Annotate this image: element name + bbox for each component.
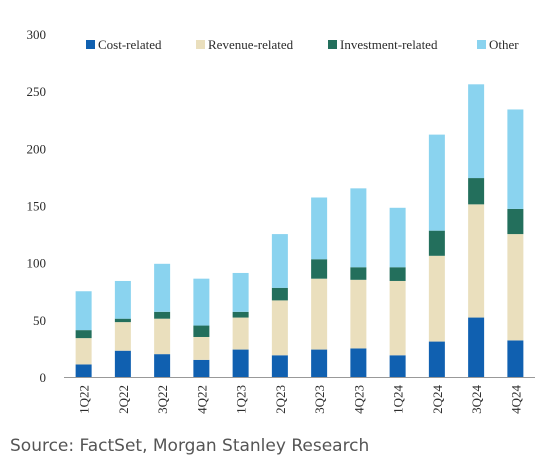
legend-swatch-investment-related	[328, 40, 337, 49]
bar-revenue-related-4q24	[507, 234, 524, 341]
bar-cost-related-4q23	[350, 348, 367, 377]
bar-other-1q24	[389, 207, 406, 268]
x-tick-label: 1Q22	[77, 385, 92, 414]
bar-investment-related-1q23	[232, 311, 249, 318]
bar-cost-related-3q23	[311, 349, 328, 377]
bar-cost-related-3q22	[154, 354, 171, 377]
bar-investment-related-1q24	[389, 267, 406, 281]
bar-revenue-related-3q24	[468, 204, 485, 318]
bar-cost-related-2q22	[114, 350, 131, 377]
bar-other-4q24	[507, 109, 524, 209]
bar-revenue-related-1q23	[232, 317, 249, 350]
bar-cost-related-4q22	[193, 359, 210, 377]
bar-other-1q23	[232, 272, 249, 312]
bar-investment-related-2q22	[114, 318, 131, 323]
x-tick-label: 2Q24	[430, 385, 445, 414]
bar-other-3q24	[468, 84, 485, 179]
bar-cost-related-1q22	[75, 364, 92, 377]
x-tick-label: 1Q23	[234, 385, 249, 414]
bar-revenue-related-1q24	[389, 280, 406, 356]
bar-investment-related-1q22	[75, 330, 92, 339]
x-tick-label: 3Q22	[155, 385, 170, 414]
y-tick-label: 250	[27, 84, 47, 99]
y-tick-label: 200	[27, 141, 47, 156]
x-tick-label: 4Q24	[508, 385, 523, 414]
x-tick-label: 3Q23	[312, 385, 327, 414]
bar-other-1q22	[75, 291, 92, 331]
y-tick-label: 50	[33, 313, 46, 328]
y-tick-label: 100	[27, 256, 47, 271]
y-tick-label: 300	[27, 27, 47, 42]
stacked-bar-chart: 0 50 100 150 200 250 300 1Q22 2Q22 3Q22 4Q22 1Q23 2…	[27, 27, 535, 414]
legend-swatch-other	[477, 40, 486, 49]
y-axis: 0 50 100 150 200 250 300	[27, 27, 47, 385]
legend-swatch-revenue-related	[196, 40, 205, 49]
x-tick-label: 4Q23	[351, 385, 366, 414]
bar-revenue-related-4q22	[193, 336, 210, 360]
bar-cost-related-1q23	[232, 349, 249, 377]
bar-investment-related-3q22	[154, 311, 171, 319]
source-note: Source: FactSet, Morgan Stanley Research	[10, 436, 370, 456]
bar-cost-related-2q24	[428, 341, 445, 377]
bar-investment-related-2q23	[271, 287, 288, 301]
x-tick-label: 2Q22	[116, 385, 131, 414]
legend-label-cost-related: Cost-related	[98, 37, 162, 52]
bar-investment-related-4q22	[193, 325, 210, 337]
bar-revenue-related-2q22	[114, 322, 131, 351]
bar-other-2q23	[271, 234, 288, 288]
bar-other-4q23	[350, 188, 367, 268]
bar-cost-related-4q24	[507, 340, 524, 377]
x-tick-label: 4Q22	[194, 385, 209, 414]
x-tick-label: 2Q23	[273, 385, 288, 414]
legend-label-other: Other	[489, 37, 519, 52]
legend-label-investment-related: Investment-related	[340, 37, 438, 52]
bar-investment-related-4q24	[507, 208, 524, 235]
bar-revenue-related-3q22	[154, 318, 171, 355]
bar-other-2q22	[114, 280, 131, 319]
bar-investment-related-2q24	[428, 230, 445, 256]
bars	[75, 84, 524, 377]
bar-other-3q22	[154, 263, 171, 312]
bar-other-2q24	[428, 134, 445, 231]
bar-other-4q22	[193, 278, 210, 326]
legend: Cost-related Revenue-related Investment-…	[86, 37, 519, 52]
x-axis: 1Q22 2Q22 3Q22 4Q22 1Q23 2Q23 3Q23 4Q23 1Q24 2Q24…	[77, 385, 524, 414]
bar-revenue-related-1q22	[75, 338, 92, 365]
bar-investment-related-4q23	[350, 267, 367, 280]
x-tick-label: 3Q24	[469, 385, 484, 414]
bar-other-3q23	[311, 197, 328, 260]
legend-swatch-cost-related	[86, 40, 95, 49]
bar-investment-related-3q23	[311, 259, 328, 279]
bar-revenue-related-3q23	[311, 278, 328, 350]
bar-revenue-related-2q23	[271, 300, 288, 356]
x-tick-label: 1Q24	[391, 385, 406, 414]
legend-label-revenue-related: Revenue-related	[208, 37, 294, 52]
bar-investment-related-3q24	[468, 178, 485, 205]
bar-revenue-related-4q23	[350, 279, 367, 349]
bar-revenue-related-2q24	[428, 255, 445, 342]
y-tick-label: 0	[40, 370, 47, 385]
bar-cost-related-2q23	[271, 355, 288, 377]
y-tick-label: 150	[27, 199, 47, 214]
bar-cost-related-1q24	[389, 355, 406, 377]
bar-cost-related-3q24	[468, 317, 485, 377]
